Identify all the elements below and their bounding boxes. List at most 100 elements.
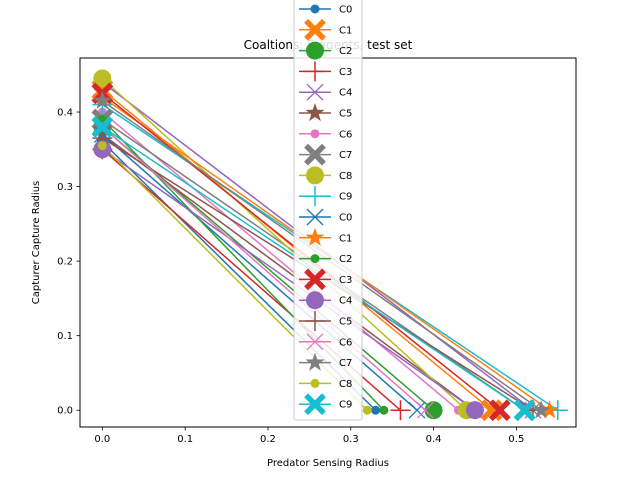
legend-swatch-marker [305,227,325,246]
legend-swatch-marker [310,129,320,139]
data-point-0-1 [371,405,381,415]
plot-markers [91,69,568,422]
y-tick-label: 0.3 [57,182,73,193]
legend-swatch-marker [306,333,324,351]
data-point-11-1 [539,400,560,419]
data-point-3-1 [390,400,411,421]
data-point-14-1 [465,401,484,420]
legend-swatch-marker [304,393,326,416]
data-point-17-1 [531,400,551,419]
legend-swatch-marker [306,166,324,185]
data-point-12-1 [379,405,389,415]
legend-entry: C5 [299,311,352,331]
legend-entry: C9 [299,186,352,207]
legend-swatch-marker [310,4,320,14]
legend-label: C5 [339,109,352,120]
legend-swatch-marker [310,254,320,264]
data-point-18-0 [97,141,107,151]
legend-swatch-marker [305,311,325,331]
legend-swatch-marker [306,291,324,310]
legend-entry: C3 [299,268,352,291]
legend-swatch-marker [304,268,326,291]
legend-label: C4 [339,296,352,307]
x-tick-label: 0.1 [177,434,193,445]
legend-entry: C0 [299,4,352,16]
legend-entry: C7 [299,143,352,166]
legend-label: C7 [339,358,352,369]
legend-entry: C2 [299,254,352,265]
data-point-16-1 [416,401,434,419]
legend-swatch-marker [306,208,324,226]
series-line-8 [101,77,468,411]
legend-swatch-marker [306,41,324,60]
series-line-6 [101,111,459,411]
legend-label: C7 [339,150,352,161]
legend-entry: C8 [299,166,352,185]
legend-label: C3 [339,67,352,78]
data-point-19-0 [91,116,114,138]
legend-entry: C0 [299,208,352,226]
legend-label: C0 [339,5,352,16]
data-point-10-1 [408,401,426,419]
legend-label: C0 [339,213,352,224]
legend-swatch-marker [304,143,326,166]
data-point-19-1 [513,399,536,422]
legend-entry: C4 [299,83,352,101]
legend-label: C3 [339,275,352,286]
legend-entry: C1 [299,18,352,41]
legend-entry: C4 [299,291,352,310]
legend-label: C9 [339,400,352,411]
y-tick-label: 0.4 [57,108,73,119]
series-line-14 [101,148,476,411]
legend-items: C0 C1 C2 C3 C4 C5 C6 C7 C8 C9 C0 C1 C2 C3 C4 C5 C6 C7 C8 C9 [299,4,352,416]
legend-label: C6 [339,337,352,348]
data-point-18-1 [362,405,372,415]
y-axis-label: Capturer Capture Radius [31,181,42,305]
legend-entry: C7 [299,352,352,371]
legend-label: C2 [339,254,352,265]
y-tick-label: 0.1 [57,331,73,342]
series-line-5 [101,133,476,411]
data-point-2-1 [424,401,443,420]
series-line-16 [101,126,426,411]
legend-entry: C6 [299,333,352,351]
data-point-8-0 [93,69,112,88]
series-line-2 [101,126,435,411]
legend-entry: C6 [299,129,352,140]
legend-swatch-marker [310,378,320,388]
legend-entry: C1 [299,227,352,246]
legend-label: C8 [339,171,352,182]
legend-swatch-marker [305,186,325,207]
legend-entry: C2 [299,41,352,60]
x-tick-label: 0.2 [260,434,276,445]
legend-entry: C5 [299,103,352,122]
legend-swatch-marker [305,352,325,371]
legend-swatch-marker [305,61,325,82]
legend-entry: C9 [299,393,352,416]
x-tick-label: 0.0 [94,434,110,445]
y-axis-ticks: 0.0 0.1 0.2 0.3 0.4 [57,108,80,417]
x-tick-label: 0.4 [426,434,442,445]
legend-swatch-marker [306,83,324,101]
legend-label: C5 [339,317,352,328]
legend-label: C1 [339,25,352,36]
legend-swatch-marker [304,18,326,41]
y-tick-label: 0.0 [57,406,73,417]
legend-label: C9 [339,192,352,203]
x-axis-label: Predator Sensing Radius [267,458,389,469]
x-tick-label: 0.3 [343,434,359,445]
legend-entry: C3 [299,61,352,82]
legend-entry: C8 [299,378,352,390]
legend: C0 C1 C2 C3 C4 C5 C6 C7 C8 C9 C0 C1 C2 C3 C4 C5 C6 C7 C8 C9 [293,0,363,421]
legend-label: C4 [339,88,352,99]
x-axis-ticks: 0.0 0.1 0.2 0.3 0.4 0.5 [94,427,524,445]
data-point-17-0 [92,90,112,109]
series-line-10 [101,133,418,411]
legend-label: C6 [339,129,352,140]
data-point-13-1 [488,399,511,422]
legend-label: C2 [339,46,352,57]
legend-label: C8 [339,379,352,390]
legend-swatch-marker [305,103,325,122]
legend-box [293,0,363,421]
